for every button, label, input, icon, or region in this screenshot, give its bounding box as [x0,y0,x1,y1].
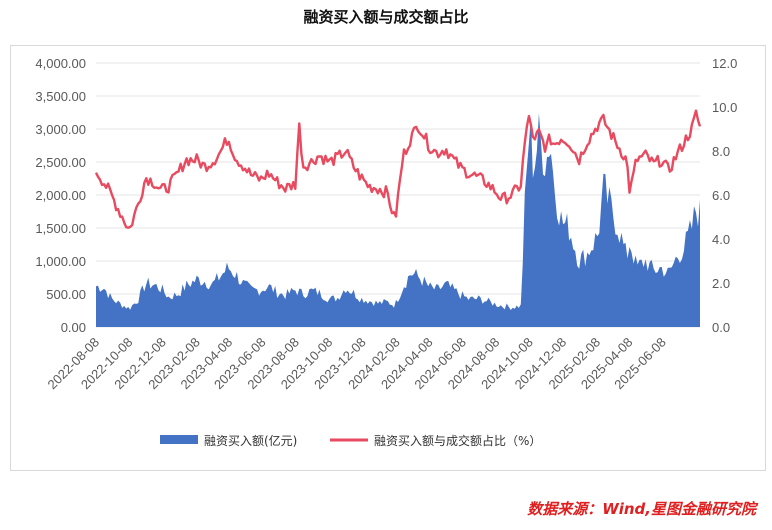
right-tick-label: 12.0 [712,56,737,71]
source-note: 数据来源：Wind,星图金融研究院 [527,500,756,518]
legend: 融资买入额(亿元) 融资买入额与成交额占比（%） [160,433,541,448]
legend-swatch-area [160,435,198,444]
left-tick-label: 2,500.00 [35,155,86,170]
right-tick-label: 2.0 [712,276,730,291]
right-tick-label: 8.0 [712,144,730,159]
left-tick-label: 1,000.00 [35,254,86,269]
right-tick-label: 0.0 [712,320,730,335]
financing-buy-area [96,113,700,327]
grid-lines [96,62,700,328]
left-tick-label: 3,500.00 [35,89,86,104]
right-tick-label: 6.0 [712,188,730,203]
left-tick-label: 500.00 [46,287,86,302]
left-tick-label: 3,000.00 [35,122,86,137]
right-axis-ticks: 0.0 2.0 4.0 6.0 8.0 10.0 12.0 [712,56,737,335]
chart-frame [10,45,766,471]
left-tick-label: 1,500.00 [35,221,86,236]
area-series-layer [96,113,700,327]
left-axis-ticks: 0.00 500.00 1,000.00 1,500.00 2,000.00 2,500.… [35,56,86,335]
left-tick-label: 4,000.00 [35,56,86,71]
right-tick-label: 4.0 [712,232,730,247]
ratio-line [94,109,702,229]
x-axis-ticks: 2022-08-082022-10-082022-12-082023-02-08… [44,335,668,393]
legend-label-area: 融资买入额(亿元) [204,433,297,448]
line-series-layer [94,109,702,229]
left-tick-label: 2,000.00 [35,188,86,203]
chart-title: 融资买入额与成交额占比 [303,8,469,26]
right-tick-label: 10.0 [712,100,737,115]
legend-label-line: 融资买入额与成交额占比（%） [374,433,541,448]
left-tick-label: 0.00 [61,320,86,335]
